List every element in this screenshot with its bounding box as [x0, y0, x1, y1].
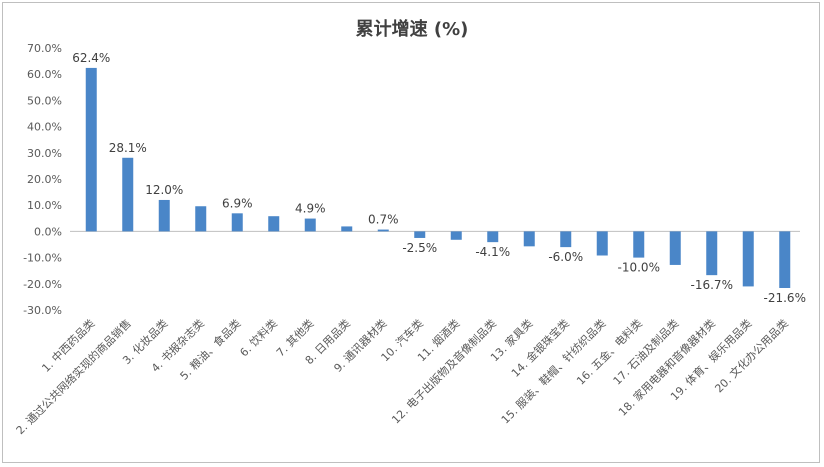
- bar: [742, 231, 754, 287]
- data-label: 0.7%: [368, 213, 399, 227]
- data-label: -10.0%: [618, 261, 660, 275]
- bar: [779, 231, 791, 288]
- data-label: 6.9%: [222, 196, 253, 210]
- data-label: -6.0%: [548, 250, 583, 264]
- bar: [706, 231, 718, 276]
- y-tick-label: 50.0%: [27, 94, 62, 107]
- data-label: 62.4%: [72, 51, 110, 65]
- bar: [596, 231, 608, 256]
- bar: [633, 231, 645, 258]
- data-label: -16.7%: [691, 278, 733, 292]
- y-tick-label: 60.0%: [27, 68, 62, 81]
- data-labels: 62.4% 28.1% 12.0% 6.9% 4.9% 0.7%-2.5% -4.1% -6.…: [72, 51, 806, 305]
- bar: [304, 218, 316, 232]
- y-tick-label: -20.0%: [23, 278, 62, 291]
- category-label: 6. 饮料类: [237, 316, 280, 359]
- y-tick-label: 70.0%: [27, 42, 62, 55]
- bar: [560, 231, 572, 248]
- bar: [450, 231, 462, 240]
- bar: [377, 229, 389, 232]
- y-tick-label: 20.0%: [27, 173, 62, 186]
- y-tick-label: 30.0%: [27, 147, 62, 160]
- bar: [268, 216, 280, 232]
- chart-title: 累计增速 (%): [356, 18, 469, 40]
- bar: [487, 231, 499, 243]
- y-tick-label: -10.0%: [23, 252, 62, 265]
- data-label: 4.9%: [295, 202, 326, 216]
- bar: [341, 226, 353, 232]
- bars: [85, 67, 791, 288]
- chart-frame: [2, 2, 820, 463]
- bar: [122, 157, 134, 232]
- y-tick-label: 40.0%: [27, 121, 62, 134]
- y-tick-label: 0.0%: [34, 225, 62, 238]
- y-axis: 70.0% 60.0% 50.0% 40.0% 30.0% 20.0% 10.0% 0.0% -…: [23, 42, 800, 317]
- bar: [414, 231, 426, 238]
- category-label: 5. 粮油、食品类: [177, 316, 243, 382]
- y-tick-label: -30.0%: [23, 304, 62, 317]
- category-label: 16. 五金、电料类: [573, 316, 644, 387]
- bar: [85, 67, 97, 232]
- bar: [523, 231, 535, 247]
- data-label: -2.5%: [402, 241, 437, 255]
- y-tick-label: 10.0%: [27, 199, 62, 212]
- bar: [669, 231, 681, 265]
- bar: [195, 206, 207, 232]
- data-label: -21.6%: [764, 291, 806, 305]
- category-label: 17. 石油及制品类: [610, 316, 681, 387]
- bar: [231, 213, 243, 232]
- data-label: 28.1%: [109, 141, 147, 155]
- data-label: -4.1%: [475, 245, 510, 259]
- data-label: 12.0%: [145, 183, 183, 197]
- bar: [158, 199, 170, 232]
